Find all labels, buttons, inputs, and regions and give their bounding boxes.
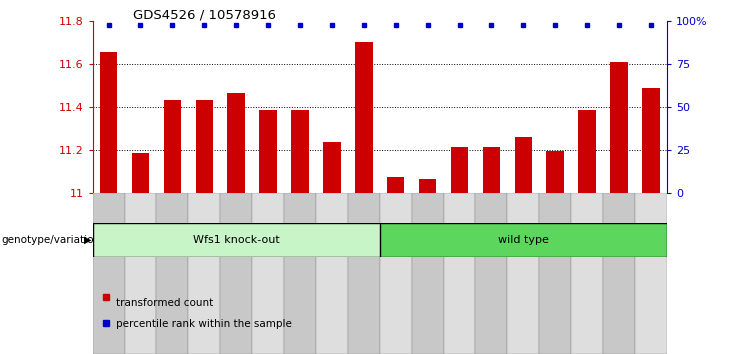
Bar [514,137,532,193]
Text: wild type: wild type [498,235,549,245]
Text: percentile rank within the sample: percentile rank within the sample [116,319,292,329]
Text: genotype/variation: genotype/variation [1,235,101,245]
Bar [348,193,379,354]
Bar [284,193,316,354]
Bar [571,193,603,354]
Bar [451,147,468,193]
Bar [508,193,539,354]
Bar [93,223,379,257]
Bar [156,193,188,354]
Bar [379,193,412,354]
Bar [227,93,245,193]
Bar [124,193,156,354]
Bar [316,193,348,354]
Bar [379,223,667,257]
Bar [635,193,667,354]
Bar [476,193,508,354]
Bar [259,110,277,193]
Bar [539,193,571,354]
Bar [132,153,149,193]
Bar [323,143,341,193]
Bar [603,193,635,354]
Text: GDS4526 / 10578916: GDS4526 / 10578916 [133,9,276,22]
Text: Wfs1 knock-out: Wfs1 knock-out [193,235,279,245]
Bar [252,193,284,354]
Text: transformed count: transformed count [116,298,213,308]
Bar [196,99,213,193]
Bar [482,147,500,193]
Bar [579,110,596,193]
Bar [93,193,124,354]
Bar [188,193,220,354]
Bar [412,193,444,354]
Bar [419,179,436,193]
Text: ▶: ▶ [84,235,91,245]
Bar [444,193,476,354]
Bar [546,151,564,193]
Bar [100,52,117,193]
Bar [291,110,309,193]
Bar [355,42,373,193]
Bar [387,177,405,193]
Bar [164,99,181,193]
Bar [611,62,628,193]
Bar [220,193,252,354]
Bar [642,88,659,193]
